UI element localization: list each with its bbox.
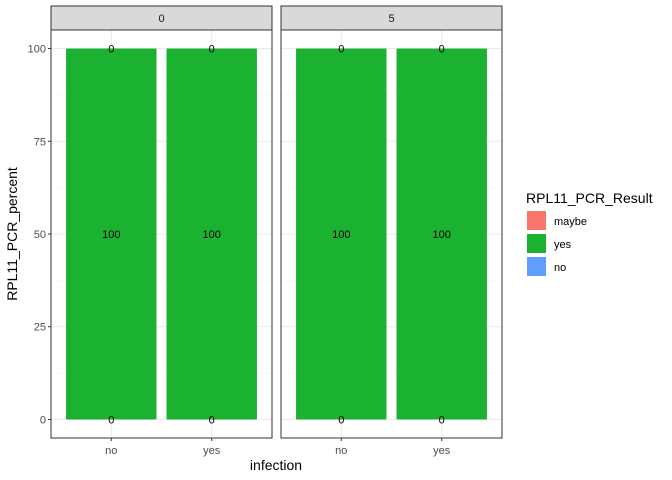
data-label: 0	[209, 414, 215, 426]
data-label: 0	[338, 414, 344, 426]
data-label: 0	[108, 414, 114, 426]
data-label: 100	[203, 229, 221, 241]
legend-label: yes	[554, 239, 572, 251]
legend-title: RPL11_PCR_Result	[526, 190, 653, 206]
y-tick-label: 75	[34, 136, 46, 148]
bar-yes-yes	[396, 48, 487, 420]
facet-panel-0: 0 0 100 0 0 100 0 no yes 0 25 50 75 100	[28, 5, 273, 457]
y-tick-label: 25	[34, 322, 46, 334]
panel-border	[280, 29, 503, 439]
y-tick-label: 100	[28, 44, 46, 56]
facet-strip	[50, 5, 273, 31]
data-label: 100	[102, 229, 120, 241]
legend-item-no: no	[527, 257, 566, 276]
data-label: 0	[209, 44, 215, 56]
facet-strip-label: 0	[158, 13, 164, 25]
facet-strip-label: 5	[388, 13, 394, 25]
bar-yes-no	[66, 48, 157, 420]
facet-panel-5: 5 0 100 0 0 100 0 no yes	[280, 5, 503, 457]
legend-key-yes	[527, 234, 546, 253]
x-tick-label: yes	[203, 445, 221, 457]
bar-yes-no	[296, 48, 387, 420]
x-axis-title: infection	[250, 457, 302, 473]
legend-item-maybe: maybe	[527, 211, 587, 230]
data-label: 100	[332, 229, 350, 241]
legend-key-no	[527, 257, 546, 276]
facet-strip	[280, 5, 503, 31]
data-label: 0	[439, 414, 445, 426]
bar-yes-yes	[166, 48, 257, 420]
y-tick-label: 50	[34, 229, 46, 241]
data-label: 0	[108, 44, 114, 56]
legend-item-yes: yes	[527, 234, 572, 253]
data-label: 0	[338, 44, 344, 56]
x-tick-label: yes	[433, 445, 451, 457]
x-tick-label: no	[105, 445, 117, 457]
y-axis-title: RPL11_PCR_percent	[4, 167, 20, 301]
data-label: 100	[433, 229, 451, 241]
data-label: 0	[439, 44, 445, 56]
legend-label: no	[554, 262, 566, 274]
legend: RPL11_PCR_Result maybe yes no	[526, 190, 653, 276]
legend-label: maybe	[554, 216, 587, 228]
legend-key-maybe	[527, 211, 546, 230]
y-tick-label: 0	[40, 414, 46, 426]
x-tick-label: no	[335, 445, 347, 457]
